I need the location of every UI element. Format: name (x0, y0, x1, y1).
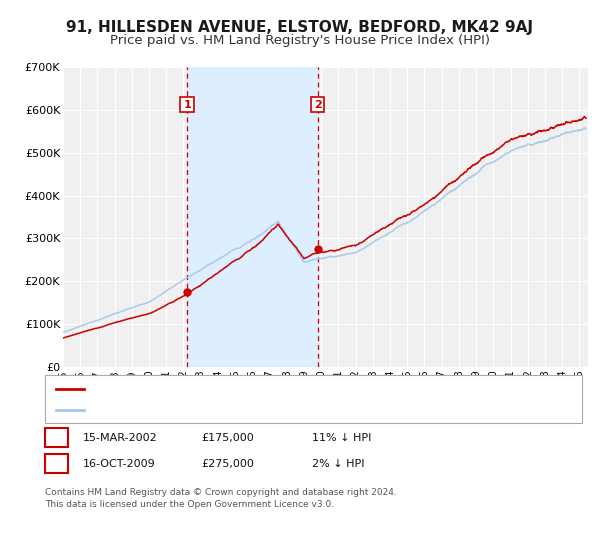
Text: £275,000: £275,000 (201, 459, 254, 469)
Text: £175,000: £175,000 (201, 433, 254, 443)
Text: Price paid vs. HM Land Registry's House Price Index (HPI): Price paid vs. HM Land Registry's House … (110, 34, 490, 46)
Text: 91, HILLESDEN AVENUE, ELSTOW, BEDFORD, MK42 9AJ: 91, HILLESDEN AVENUE, ELSTOW, BEDFORD, M… (67, 20, 533, 35)
Text: 1: 1 (52, 431, 61, 445)
Text: 1: 1 (183, 100, 191, 110)
Text: 91, HILLESDEN AVENUE, ELSTOW, BEDFORD, MK42 9AJ (detached house): 91, HILLESDEN AVENUE, ELSTOW, BEDFORD, M… (90, 384, 471, 394)
Text: 11% ↓ HPI: 11% ↓ HPI (312, 433, 371, 443)
Text: 2% ↓ HPI: 2% ↓ HPI (312, 459, 365, 469)
Text: 16-OCT-2009: 16-OCT-2009 (83, 459, 155, 469)
Text: 2: 2 (52, 457, 61, 470)
Text: HPI: Average price, detached house, Bedford: HPI: Average price, detached house, Bedf… (90, 405, 324, 415)
Text: 2: 2 (314, 100, 322, 110)
Text: Contains HM Land Registry data © Crown copyright and database right 2024.
This d: Contains HM Land Registry data © Crown c… (45, 488, 397, 509)
Bar (187, 67, 317, 367)
Text: 15-MAR-2002: 15-MAR-2002 (83, 433, 158, 443)
